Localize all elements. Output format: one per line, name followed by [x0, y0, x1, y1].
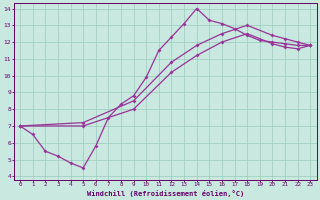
X-axis label: Windchill (Refroidissement éolien,°C): Windchill (Refroidissement éolien,°C) — [86, 190, 244, 197]
